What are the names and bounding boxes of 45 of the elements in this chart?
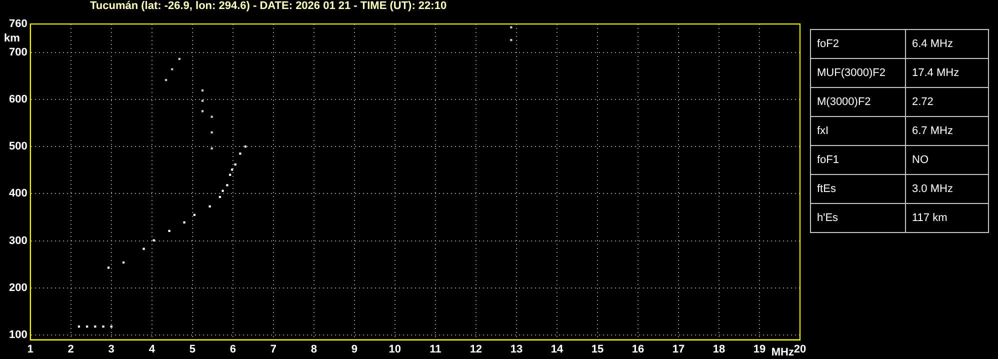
- y-tick-label: 100: [8, 329, 28, 342]
- y-tick-label: 700: [8, 46, 28, 58]
- x-tick-label: 15: [591, 343, 604, 356]
- x-tick-label: 10: [388, 343, 402, 356]
- x-tick-label: 5: [189, 343, 196, 356]
- y-axis-title: km: [4, 32, 20, 45]
- x-tick-label: 19: [753, 343, 766, 356]
- x-tick-label: 6: [230, 343, 236, 356]
- x-tick-label: 18: [712, 343, 726, 356]
- text: NO: [906, 146, 988, 174]
- x-tick-label: 20: [794, 343, 806, 356]
- text: 2.72: [906, 88, 988, 116]
- text: h'Es: [810, 204, 906, 232]
- x-tick-label: 8: [310, 343, 317, 356]
- x-tick-label: 13: [510, 343, 523, 356]
- text: 6.4 MHz: [906, 30, 988, 58]
- x-tick-label: 2: [68, 343, 74, 356]
- y-tick-label: 600: [8, 93, 28, 106]
- x-tick-label: 4: [148, 343, 156, 356]
- y-tick-label: 500: [8, 140, 28, 153]
- x-tick-label: 17: [672, 343, 685, 356]
- x-axis-title: MHz: [771, 346, 794, 358]
- x-tick-label: 16: [632, 343, 644, 356]
- text: 17.4 MHz: [906, 58, 988, 88]
- y-tick-label: 300: [8, 234, 28, 247]
- x-tick-label: 14: [550, 343, 564, 356]
- y-tick-label: 200: [8, 282, 28, 294]
- text: foF1: [810, 146, 906, 174]
- text: foF2: [810, 30, 906, 58]
- text: M(3000)F2: [810, 88, 906, 116]
- text: fxI: [810, 116, 906, 146]
- text: MUF(3000)F2: [810, 58, 906, 88]
- x-tick-label: 1: [27, 343, 34, 356]
- y-tick-label: 400: [8, 188, 28, 200]
- x-tick-label: 3: [108, 343, 114, 356]
- x-tick-label: 9: [351, 343, 358, 356]
- text: ftEs: [810, 174, 906, 204]
- y-tick-label: 760: [8, 18, 28, 30]
- text: 117 km: [906, 204, 988, 232]
- x-tick-label: 7: [270, 343, 276, 356]
- x-tick-label: 11: [430, 343, 442, 356]
- text: 3.0 MHz: [906, 174, 988, 204]
- x-tick-label: 12: [470, 343, 482, 356]
- chart-title: Tucumán (lat: -26.9, lon: 294.6) - DATE: 2026 01 21 - TIME (UT): 22:10: [90, 0, 447, 12]
- text: 6.7 MHz: [906, 116, 988, 146]
